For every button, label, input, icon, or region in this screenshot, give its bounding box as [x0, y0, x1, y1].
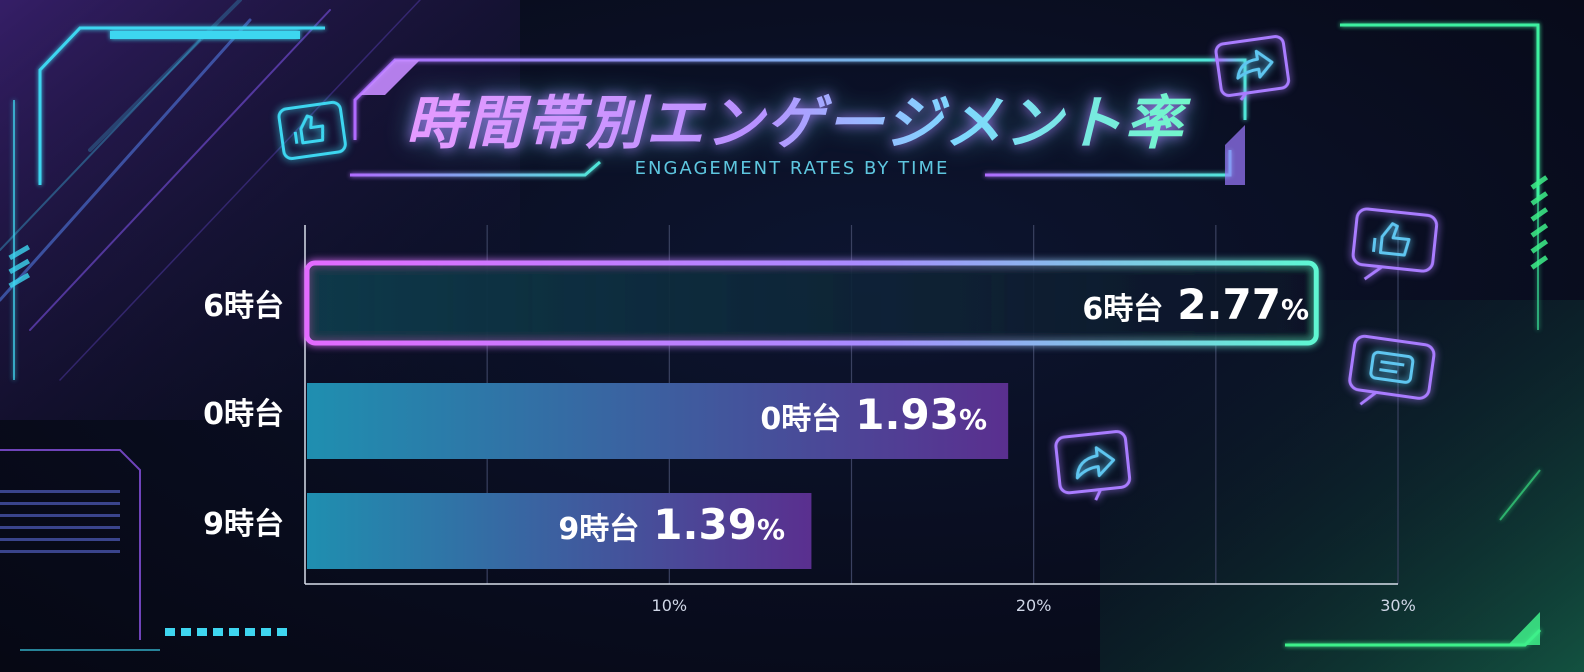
- bar-category-text-2: 9時台: [558, 512, 640, 547]
- bottom-left-stripes: [0, 449, 290, 651]
- bar-percent-2: %: [756, 513, 785, 546]
- bar-number-0: 2.77: [1177, 280, 1281, 329]
- title-frame-accents: [360, 60, 1245, 185]
- x-tick-label-1: 20%: [1015, 596, 1052, 615]
- share-icon-lower: [1054, 430, 1132, 501]
- x-tick-label-0: 10%: [651, 596, 688, 615]
- bar-category-text-0: 6時台: [1082, 292, 1164, 327]
- bar-value-label-1: 0時台 1.93%: [760, 390, 987, 439]
- bar-category-text-1: 0時台: [760, 402, 842, 437]
- right-side-hatches: [1508, 175, 1549, 645]
- x-tick-label-2: 30%: [1380, 596, 1416, 615]
- bar-1: [307, 383, 1009, 459]
- title-block: 時間帯別エンゲージメント率: [395, 70, 1195, 160]
- thumbs-up-icon: [277, 100, 347, 160]
- right-corner-glow: [1100, 300, 1584, 672]
- left-corner-glow: [0, 0, 520, 420]
- left-side-hatches: [8, 244, 31, 289]
- left-frame: [13, 26, 325, 380]
- category-label-1: 0時台: [203, 397, 284, 432]
- left-diagonal-streaks: [0, 0, 421, 381]
- chart-title: 時間帯別エンゲージメント率: [395, 76, 1195, 160]
- share-icon: [1214, 35, 1291, 101]
- bar-value-label-0: 6時台 2.77%: [1082, 280, 1309, 329]
- category-label-0: 6時台: [203, 289, 284, 324]
- comment-icon: [1348, 334, 1436, 406]
- thumbs-up-icon-right: [1351, 207, 1439, 281]
- chart-bars: [304, 260, 1319, 569]
- category-label-2: 9時台: [203, 507, 284, 542]
- bar-percent-0: %: [1280, 293, 1309, 326]
- bar-2: [307, 493, 812, 569]
- bar-number-1: 1.93: [855, 390, 959, 439]
- bar-value-label-2: 9時台 1.39%: [558, 500, 785, 549]
- chart-subtitle: ENGAGEMENT RATES BY TIME: [634, 158, 950, 179]
- bar-percent-1: %: [958, 403, 987, 436]
- bar-number-2: 1.39: [653, 500, 757, 549]
- bar-0: [304, 260, 1319, 346]
